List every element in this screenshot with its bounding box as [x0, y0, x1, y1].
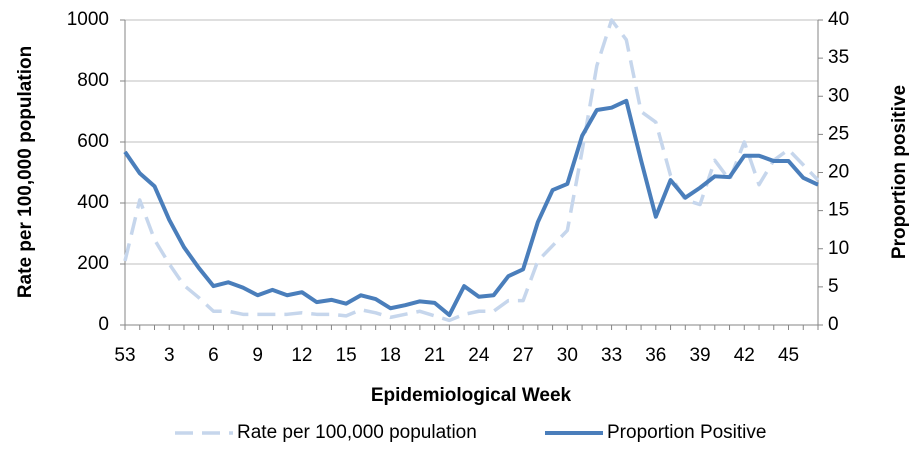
x-tick-label: 42 — [734, 345, 755, 366]
y2-tick-label: 35 — [828, 47, 849, 68]
x-tick-label: 33 — [601, 345, 622, 366]
x-tick-label: 39 — [689, 345, 710, 366]
x-tick-label: 18 — [380, 345, 401, 366]
x-tick-label: 27 — [513, 345, 534, 366]
x-tick-label: 3 — [164, 345, 175, 366]
y-tick-label: 800 — [77, 70, 109, 91]
x-tick-label: 9 — [252, 345, 263, 366]
x-axis-title: Epidemiological Week — [371, 385, 572, 406]
legend-label: Rate per 100,000 population — [237, 422, 477, 443]
x-tick-label: 24 — [468, 345, 490, 366]
x-tick-label: 53 — [114, 345, 135, 366]
x-tick-label: 30 — [557, 345, 578, 366]
legend-label: Proportion Positive — [607, 422, 766, 443]
series-line — [123, 18, 820, 323]
x-tick-label: 36 — [645, 345, 666, 366]
y-tick-label: 400 — [77, 192, 109, 213]
y2-tick-label: 0 — [828, 314, 839, 335]
y2-tick-label: 30 — [828, 85, 849, 106]
x-tick-label: 21 — [424, 345, 445, 366]
y2-axis-title: Proportion positive — [889, 85, 910, 259]
y2-tick-label: 20 — [828, 162, 849, 183]
y-tick-label: 200 — [77, 253, 109, 274]
x-tick-label: 45 — [778, 345, 799, 366]
y2-tick-label: 40 — [828, 9, 849, 30]
x-tick-label: 12 — [291, 345, 312, 366]
y-tick-label: 1000 — [67, 9, 109, 30]
y-tick-label: 600 — [77, 131, 109, 152]
x-tick-label: 15 — [336, 345, 357, 366]
y2-tick-label: 5 — [828, 276, 839, 297]
series-line — [123, 98, 819, 318]
y2-tick-label: 25 — [828, 123, 849, 144]
y2-tick-label: 10 — [828, 238, 849, 259]
y-axis-title: Rate per 100,000 population — [15, 46, 36, 298]
x-tick-label: 6 — [208, 345, 219, 366]
y2-tick-label: 15 — [828, 200, 849, 221]
y-tick-label: 0 — [98, 314, 109, 335]
